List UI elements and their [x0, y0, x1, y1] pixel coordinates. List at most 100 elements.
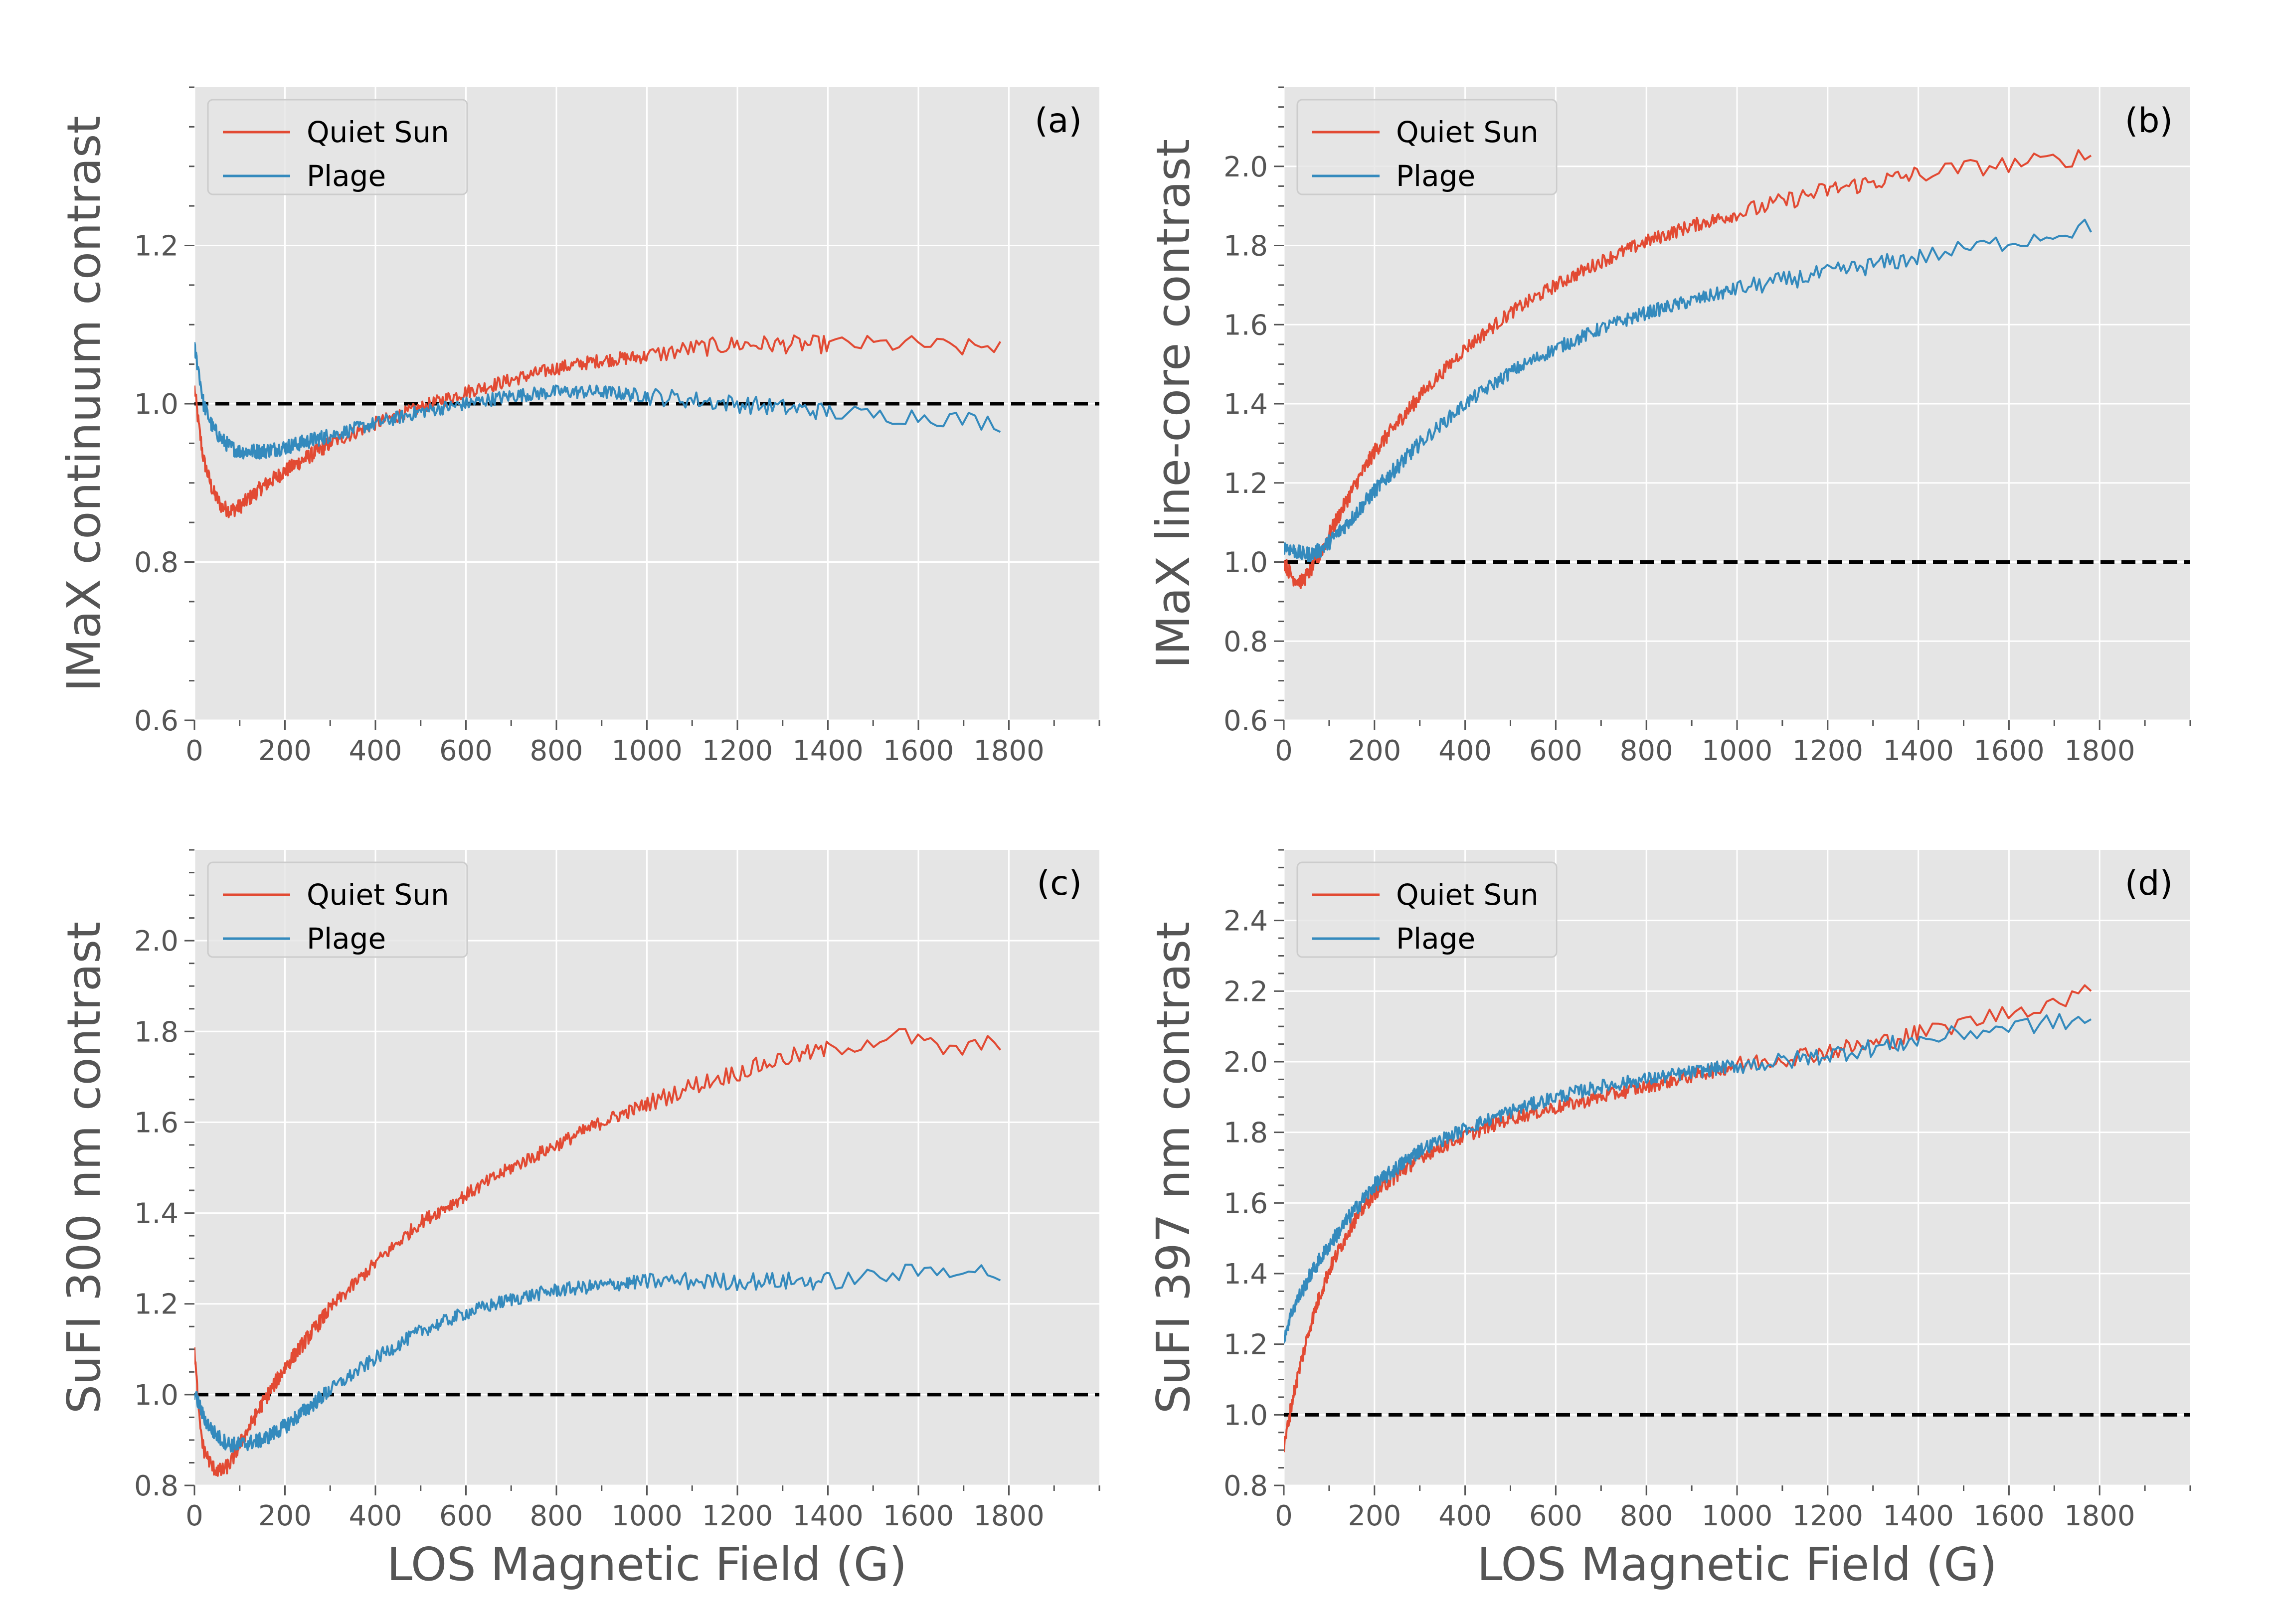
x-tick-label: 0	[1275, 1500, 1293, 1532]
x-tick-label: 1400	[1883, 1500, 1954, 1532]
y-tick-label: 1.2	[134, 230, 178, 263]
y-tick-label: 0.8	[1224, 1470, 1268, 1502]
legend: Quiet Sun Plage	[207, 99, 468, 195]
y-axis-label: IMaX line-core contrast	[1147, 139, 1200, 668]
series-line-plage	[194, 1264, 1001, 1453]
legend: Quiet Sun Plage	[207, 861, 468, 958]
x-tick-label: 800	[530, 735, 583, 767]
y-tick-label: 2.0	[134, 925, 178, 958]
legend: Quiet Sun Plage	[1296, 99, 1558, 195]
panel-label: (a)	[1035, 101, 1082, 141]
y-tick-label: 1.4	[1224, 1258, 1268, 1291]
legend-frame	[1296, 861, 1558, 958]
legend-frame	[1296, 99, 1558, 195]
legend-label-quiet-sun: Quiet Sun	[307, 115, 449, 149]
x-tick-label: 0	[185, 1500, 203, 1532]
panel-label: (d)	[2125, 864, 2173, 903]
x-tick-label: 0	[185, 735, 203, 767]
y-tick-label: 1.2	[1224, 1329, 1268, 1361]
y-tick-label: 0.6	[134, 705, 178, 737]
y-tick-label: 0.6	[1224, 705, 1268, 737]
panel-label: (b)	[2125, 101, 2173, 141]
y-tick-label: 1.8	[1224, 1117, 1268, 1149]
series-line-plage	[1284, 1013, 2092, 1344]
y-tick-label: 1.0	[1224, 1399, 1268, 1432]
legend-label-plage: Plage	[307, 159, 386, 193]
x-tick-label: 200	[258, 735, 312, 767]
panel-label: (c)	[1037, 864, 1082, 903]
legend-frame	[207, 861, 468, 958]
legend-label-quiet-sun: Quiet Sun	[1396, 115, 1539, 149]
legend-label-quiet-sun: Quiet Sun	[1396, 878, 1539, 912]
panel-b: 0 200 400 600 800 1000 1200 1400 1600 1800 0.6 0.8 1…	[1147, 86, 2191, 767]
x-tick-label: 1600	[1973, 735, 2045, 767]
x-tick-label: 1800	[973, 1500, 1045, 1532]
y-tick-label: 1.6	[1224, 309, 1268, 341]
x-tick-label: 1800	[2064, 1500, 2135, 1532]
x-tick-label: 1600	[1973, 1500, 2045, 1532]
x-tick-label: 1600	[883, 1500, 954, 1532]
y-tick-label: 2.4	[1224, 905, 1268, 938]
y-tick-label: 2.0	[1224, 1046, 1268, 1079]
series-line-quiet-sun	[1284, 149, 2092, 589]
x-tick-label: 800	[530, 1500, 583, 1532]
y-tick-label: 1.4	[134, 1198, 178, 1230]
y-tick-label: 1.2	[134, 1289, 178, 1321]
y-tick-label: 1.4	[1224, 388, 1268, 421]
x-tick-label: 800	[1620, 1500, 1673, 1532]
x-tick-label: 0	[1275, 735, 1293, 767]
x-tick-label: 1400	[792, 1500, 864, 1532]
x-axis-label: LOS Magnetic Field (G)	[387, 1538, 907, 1591]
x-tick-label: 1200	[1792, 735, 1864, 767]
x-tick-label: 1000	[611, 735, 683, 767]
x-tick-label: 600	[439, 1500, 493, 1532]
x-tick-label: 600	[1529, 735, 1582, 767]
x-tick-label: 600	[1529, 1500, 1582, 1532]
x-tick-label: 1000	[611, 1500, 683, 1532]
y-tick-label: 1.6	[1224, 1187, 1268, 1220]
legend-label-plage: Plage	[1396, 922, 1475, 956]
y-tick-label: 1.0	[1224, 547, 1268, 579]
x-tick-label: 400	[1438, 1500, 1492, 1532]
x-tick-label: 1600	[883, 735, 954, 767]
legend-label-quiet-sun: Quiet Sun	[307, 878, 449, 912]
y-tick-label: 1.8	[1224, 230, 1268, 263]
y-axis-label: IMaX continuum contrast	[57, 116, 111, 691]
y-tick-label: 1.6	[134, 1107, 178, 1139]
y-tick-label: 0.8	[134, 1470, 178, 1502]
x-tick-label: 1800	[2064, 735, 2135, 767]
y-axis-label: SuFI 300 nm contrast	[57, 922, 111, 1414]
x-tick-label: 1000	[1702, 735, 1773, 767]
legend: Quiet Sun Plage	[1296, 861, 1558, 958]
x-tick-label: 1400	[792, 735, 864, 767]
y-tick-label: 1.8	[134, 1016, 178, 1048]
x-tick-label: 200	[1348, 735, 1401, 767]
panel-c: 0 200 400 600 800 1000 1200 1400 1600 1800 0.8 1.0 1…	[57, 849, 1100, 1591]
x-tick-label: 400	[1438, 735, 1492, 767]
y-tick-label: 0.8	[1224, 626, 1268, 658]
panel-d: 0 200 400 600 800 1000 1200 1400 1600 1800 0.8 1.0 1…	[1147, 849, 2191, 1591]
panel-a: 0 200 400 600 800 1000 1200 1400 1600 1800 0.6 0.8 1…	[57, 86, 1100, 767]
x-tick-label: 200	[258, 1500, 312, 1532]
legend-label-plage: Plage	[1396, 159, 1475, 193]
y-tick-label: 1.0	[134, 1379, 178, 1412]
series-line-plage	[1284, 218, 2092, 562]
y-tick-label: 2.2	[1224, 975, 1268, 1008]
series-line-quiet-sun	[194, 1028, 1001, 1477]
legend-label-plage: Plage	[307, 922, 386, 956]
x-axis-label: LOS Magnetic Field (G)	[1477, 1538, 1997, 1591]
y-tick-label: 2.0	[1224, 151, 1268, 183]
x-tick-label: 1200	[702, 735, 773, 767]
legend-frame	[207, 99, 468, 195]
y-tick-label: 1.2	[1224, 468, 1268, 500]
x-tick-label: 1200	[702, 1500, 773, 1532]
x-tick-label: 200	[1348, 1500, 1401, 1532]
x-tick-label: 1000	[1702, 1500, 1773, 1532]
x-tick-label: 1200	[1792, 1500, 1864, 1532]
y-tick-label: 0.8	[134, 547, 178, 579]
x-tick-label: 1400	[1883, 735, 1954, 767]
x-tick-label: 800	[1620, 735, 1673, 767]
y-tick-label: 1.0	[134, 388, 178, 421]
x-tick-label: 600	[439, 735, 493, 767]
